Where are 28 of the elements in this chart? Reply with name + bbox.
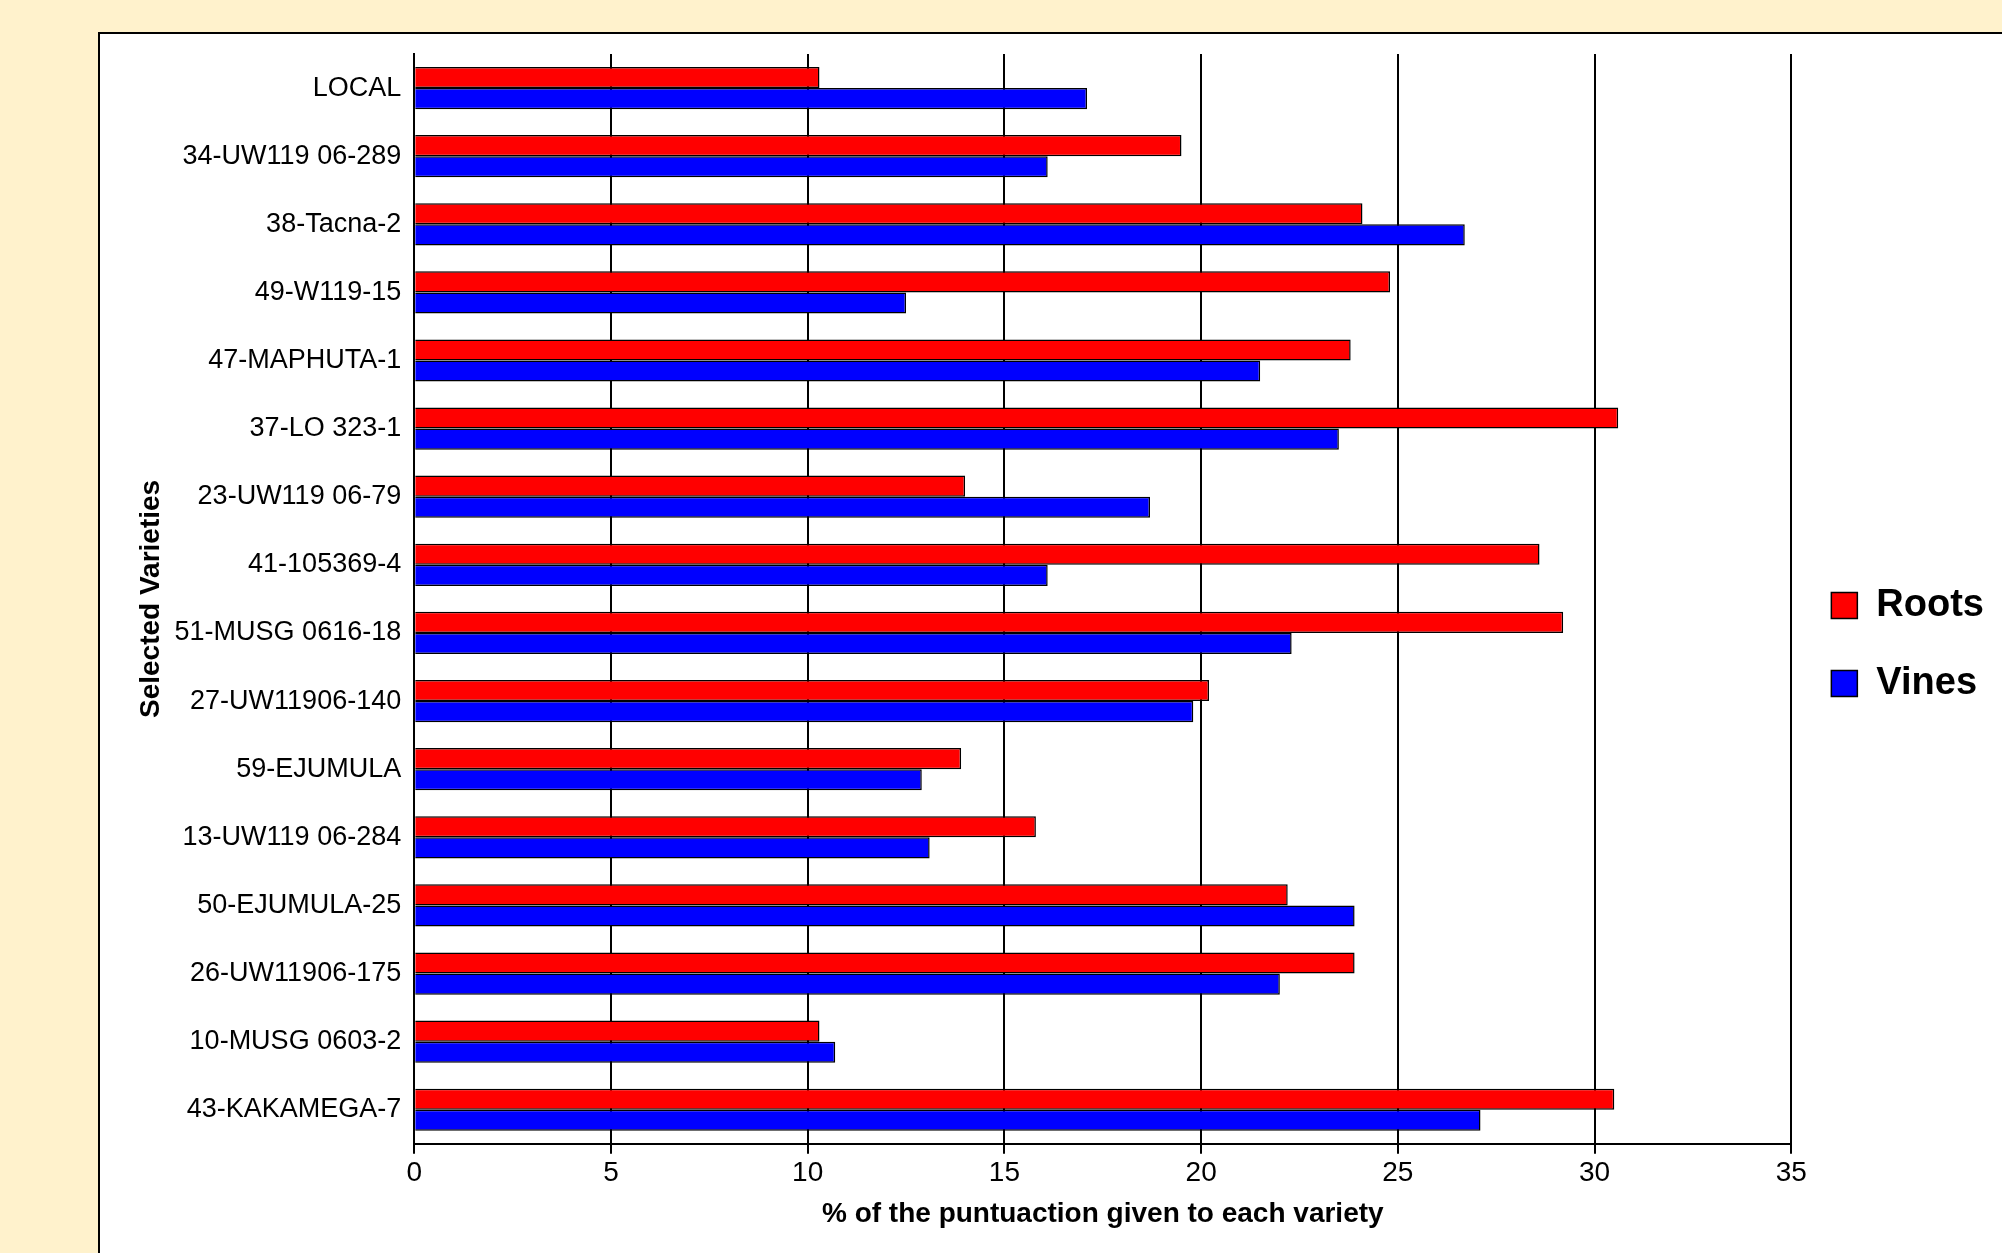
y-tick-label: 47-MAPHUTA-1 [208, 343, 402, 374]
x-axis-title: % of the puntuaction given to each variety [821, 1196, 1385, 1228]
y-tick-label: 43-KAKAMEGA-7 [186, 1093, 402, 1124]
y-tick-label: 41-105369-4 [248, 548, 402, 579]
y-tick-label: 27-UW11906-140 [190, 684, 402, 715]
y-tick-label: 51-MUSG 0616-18 [174, 616, 402, 647]
x-tick-label: 15 [988, 1156, 1020, 1188]
y-tick-label: 13-UW119 06-284 [182, 820, 402, 851]
legend-label: Roots [1876, 581, 1984, 624]
y-tick-label: 50-EJUMULA-25 [197, 888, 402, 919]
y-tick-label: 26-UW11906-175 [190, 956, 402, 987]
x-tick-label: 30 [1579, 1156, 1611, 1188]
y-tick-label: 10-MUSG 0603-2 [189, 1025, 402, 1056]
y-tick-label: 37-LO 323-1 [249, 412, 402, 443]
legend-label: Vines [1876, 659, 1978, 702]
y-tick-label: 59-EJUMULA [236, 752, 402, 783]
y-tick-label: 38-Tacna-2 [266, 207, 402, 238]
y-tick-label: 34-UW119 06-289 [182, 139, 402, 170]
y-tick-label: LOCAL [312, 71, 402, 102]
x-tick-label: 10 [792, 1156, 824, 1188]
y-tick-label: 49-W119-15 [254, 275, 402, 306]
x-tick-label: 5 [603, 1156, 619, 1188]
x-tick-label: 35 [1775, 1156, 1807, 1188]
x-tick-label: 25 [1382, 1156, 1414, 1188]
y-tick-label: 23-UW119 06-79 [197, 480, 402, 511]
y-axis-title: Selected Varieties [133, 479, 165, 718]
x-tick-label: 20 [1185, 1156, 1217, 1188]
x-tick-label: 0 [406, 1156, 422, 1188]
